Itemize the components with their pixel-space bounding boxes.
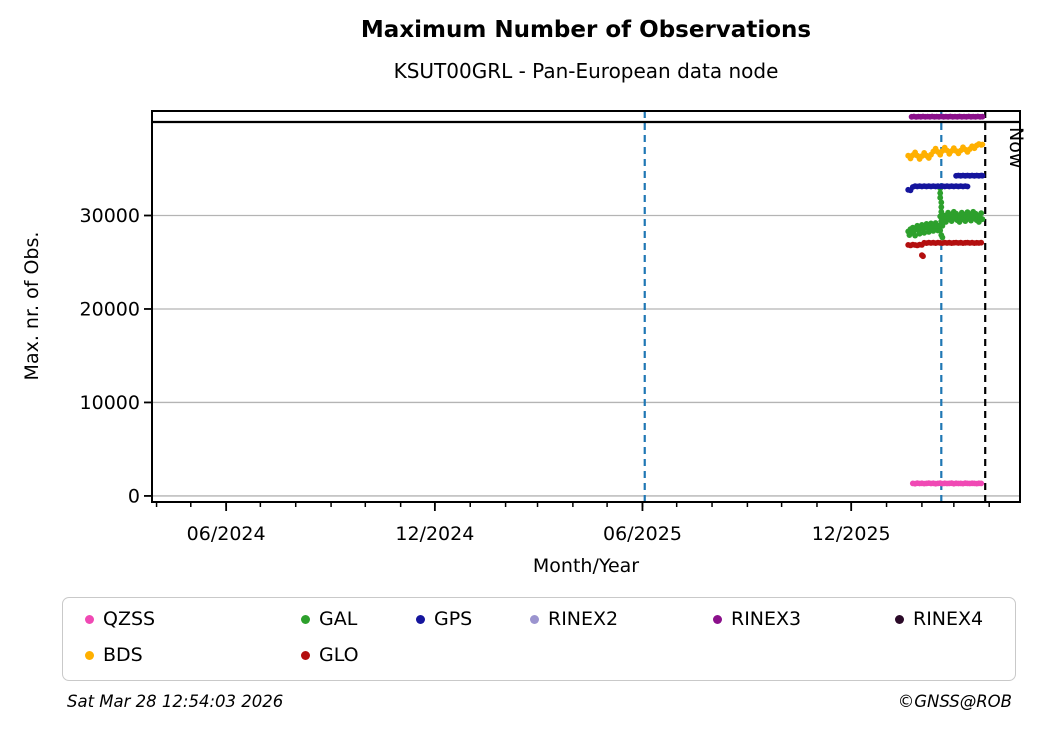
data-point [937,194,944,201]
legend-item-rinex2: RINEX2 [530,609,618,629]
legend-label: GAL [319,608,358,630]
data-point [925,229,932,235]
data-point [979,141,986,148]
legend-marker-icon [530,614,539,624]
x-tick-label: 12/2024 [395,523,474,545]
legend-item-bds: BDS [85,645,143,665]
data-point [979,216,986,223]
legend-label: GLO [319,644,359,666]
data-point [938,208,945,215]
y-tick-label: 30000 [80,205,140,227]
series-gal [905,185,986,241]
data-point [964,183,971,190]
legend-marker-icon [895,614,904,624]
data-point [939,234,946,241]
now-label: Now [1005,127,1027,168]
series-glo [905,239,985,260]
legend-item-gps: GPS [416,609,472,629]
y-tick-label: 0 [128,485,140,507]
legend-marker-icon [416,614,425,624]
legend: QZSS GAL GPS RINEX2 RINEX3 RINEX4 BDS GLO [62,597,1016,681]
data-point [939,222,946,229]
data-point [979,172,986,179]
chart-title: Maximum Number of Observations [360,17,812,43]
x-axis-label: Month/Year [532,555,640,577]
series-gps [905,172,986,194]
legend-item-gal: GAL [301,609,357,629]
legend-marker-icon [85,614,94,624]
series-qzss [909,480,985,487]
legend-marker-icon [301,650,310,660]
legend-marker-icon [85,650,94,660]
data-point [921,229,928,236]
series-bds [905,141,986,162]
legend-label: QZSS [103,608,156,630]
data-point [937,190,944,197]
data-point [930,228,937,234]
data-point [979,113,986,120]
series-rinex3 [908,113,986,120]
legend-label: RINEX4 [913,608,984,630]
y-tick-label: 20000 [80,298,140,320]
data-point [937,227,944,234]
timestamp-text: Sat Mar 28 12:54:03 2026 [67,692,284,711]
y-tick-label: 10000 [80,392,140,414]
legend-item-qzss: QZSS [85,609,155,629]
data-point [978,480,985,487]
legend-label: BDS [103,644,143,666]
data-point [916,230,923,237]
legend-marker-icon [713,614,722,624]
chart-subtitle: KSUT00GRL - Pan-European data node [393,59,779,83]
x-tick-label: 06/2024 [187,523,266,545]
legend-marker-icon [301,614,310,624]
legend-item-glo: GLO [301,645,359,665]
data-point [937,213,944,220]
legend-label: RINEX2 [548,608,619,630]
legend-label: GPS [434,608,473,630]
data-point [920,253,926,260]
data-point [938,204,945,211]
legend-item-rinex4: RINEX4 [895,609,983,629]
data-point [938,199,945,206]
credit-text: ©GNSS@ROB [897,692,1012,711]
x-tick-label: 06/2025 [603,523,682,545]
x-tick-label: 12/2025 [812,523,891,545]
legend-item-rinex3: RINEX3 [713,609,801,629]
legend-label: RINEX3 [731,608,802,630]
data-point [978,239,985,246]
plot-frame [151,110,1021,503]
data-point [978,210,985,217]
data-point [912,232,918,239]
